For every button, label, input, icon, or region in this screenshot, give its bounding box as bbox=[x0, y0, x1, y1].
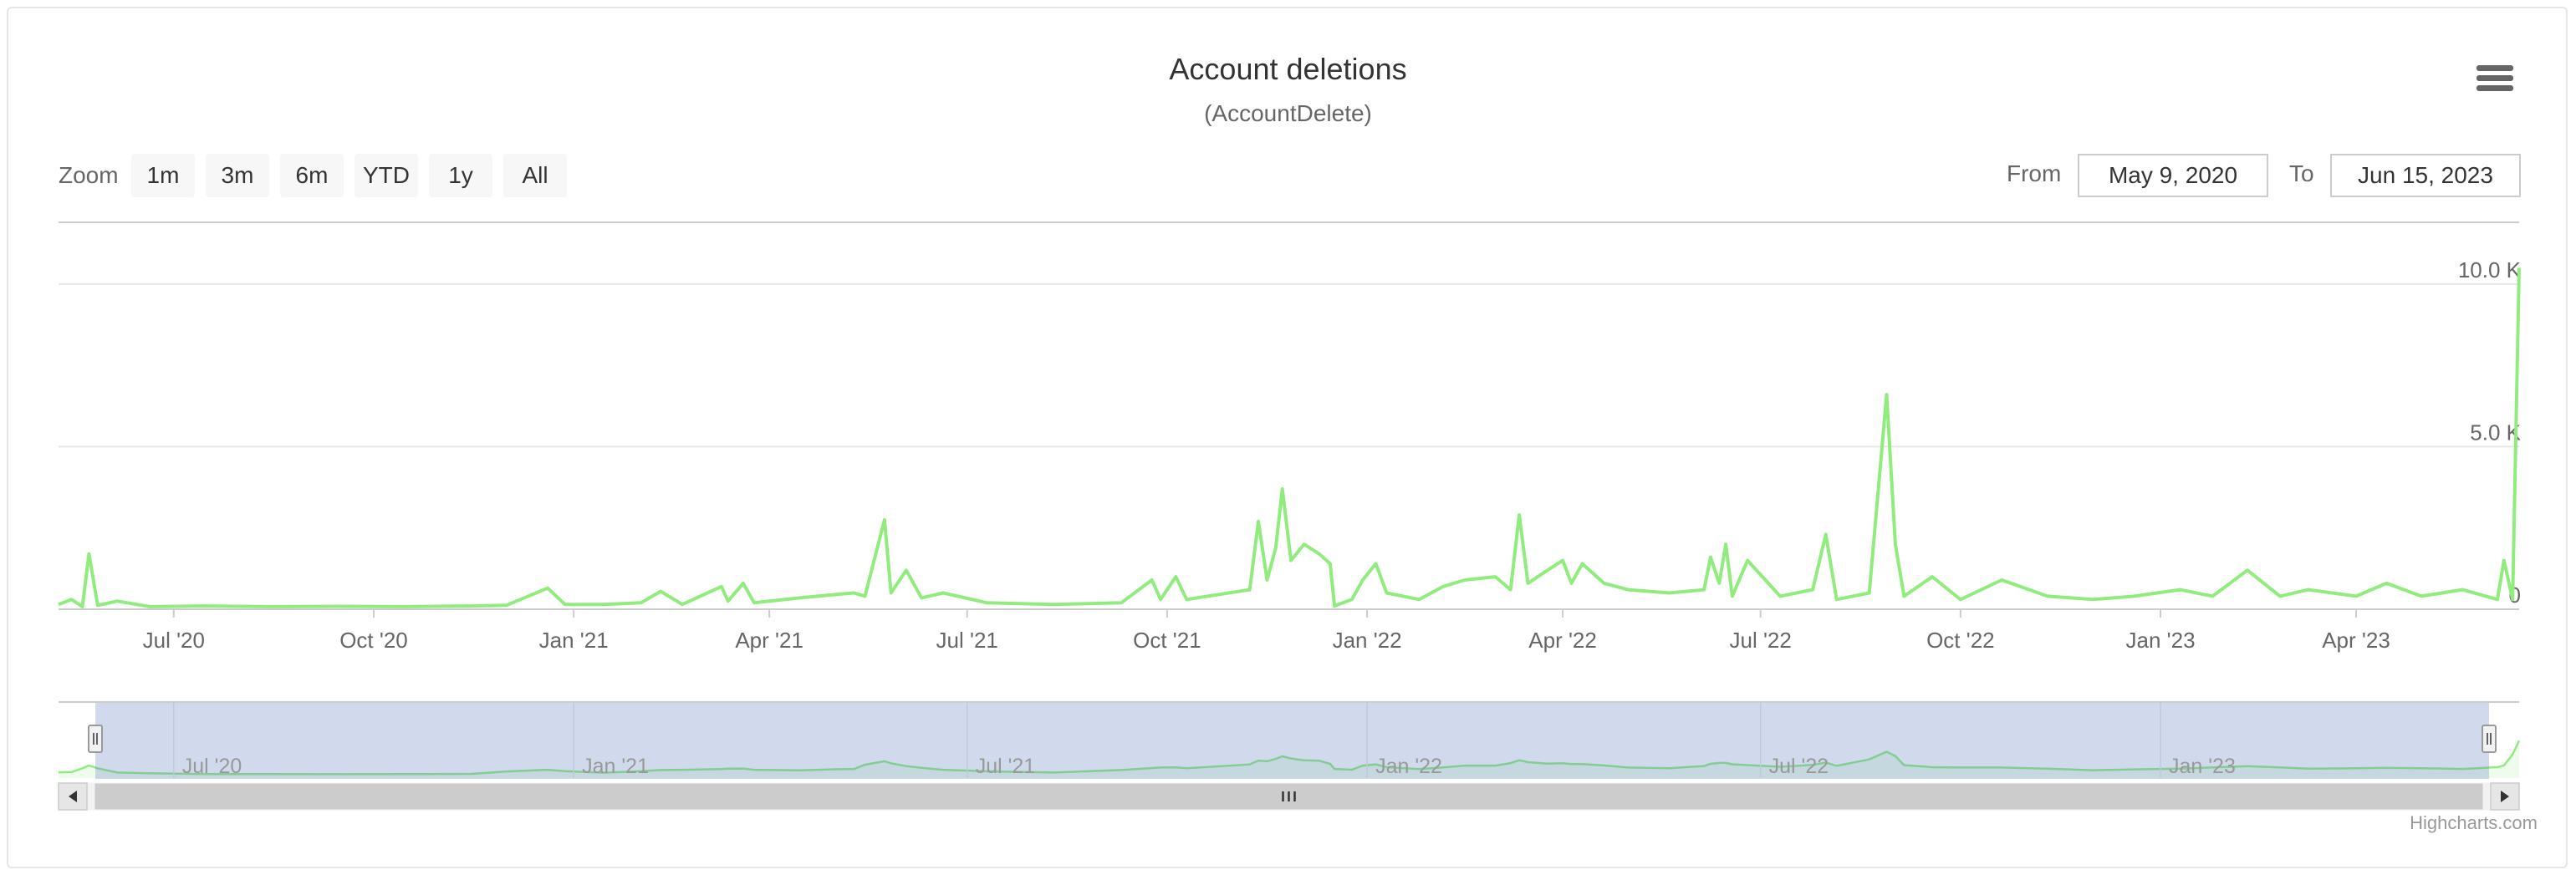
x-tick-label: Oct '22 bbox=[1926, 628, 1995, 653]
navigator-series-area bbox=[59, 740, 2519, 778]
zoom-button-6m[interactable]: 6m bbox=[280, 154, 344, 197]
x-tick-label: Apr '23 bbox=[2322, 628, 2390, 653]
x-tick-label: Apr '21 bbox=[735, 628, 803, 653]
navigator-series-line bbox=[58, 740, 2521, 776]
x-tick-label: Oct '20 bbox=[339, 628, 408, 653]
zoom-button-1m[interactable]: 1m bbox=[131, 154, 195, 197]
zoom-label: Zoom bbox=[59, 162, 119, 188]
x-tick-label: Oct '21 bbox=[1133, 628, 1201, 653]
credits-link[interactable]: Highcharts.com bbox=[2410, 812, 2538, 833]
y-tick-label: 10.0 K bbox=[2458, 257, 2522, 282]
chart-title: Account deletions bbox=[1169, 52, 1407, 86]
navigator-tick-label: Jul '22 bbox=[1769, 755, 1829, 778]
arrow-left-icon bbox=[69, 791, 77, 802]
zoom-button-all[interactable]: All bbox=[503, 154, 567, 197]
x-tick-label: Jul '21 bbox=[936, 628, 998, 653]
y-tick-label: 5.0 K bbox=[2470, 420, 2521, 445]
zoom-button-1y[interactable]: 1y bbox=[429, 154, 492, 197]
x-tick-label: Apr '22 bbox=[1528, 628, 1597, 653]
navigator-tick-label: Jan '23 bbox=[2169, 755, 2236, 778]
navigator-right-handle[interactable] bbox=[2482, 725, 2497, 753]
zoom-button-ytd[interactable]: YTD bbox=[355, 154, 418, 197]
hamburger-menu-icon[interactable] bbox=[2477, 65, 2513, 95]
from-date-input[interactable]: May 9, 2020 bbox=[2078, 154, 2268, 197]
arrow-right-icon bbox=[2501, 791, 2509, 802]
series-line bbox=[58, 267, 2521, 608]
to-label: To bbox=[2289, 160, 2314, 186]
x-tick-label: Jul '20 bbox=[143, 628, 205, 653]
navigator-tick-label: Jan '21 bbox=[582, 755, 649, 778]
navigator-selected-range bbox=[95, 703, 2489, 779]
from-label: From bbox=[2007, 160, 2062, 186]
navigator-left-handle[interactable] bbox=[88, 725, 103, 753]
x-tick-label: Jul '22 bbox=[1729, 628, 1791, 653]
navigator-tick-label: Jul '21 bbox=[976, 755, 1035, 778]
x-tick-label: Jan '22 bbox=[1333, 628, 1402, 653]
chart-container bbox=[7, 7, 2568, 868]
zoom-button-3m[interactable]: 3m bbox=[206, 154, 269, 197]
x-tick-label: Jan '23 bbox=[2126, 628, 2196, 653]
navigator-tick-label: Jul '20 bbox=[182, 755, 242, 778]
x-tick-label: Jan '21 bbox=[539, 628, 609, 653]
to-date-input[interactable]: Jun 15, 2023 bbox=[2330, 154, 2521, 197]
chart-subtitle: (AccountDelete) bbox=[1204, 100, 1372, 126]
navigator-tick-label: Jan '22 bbox=[1375, 755, 1442, 778]
